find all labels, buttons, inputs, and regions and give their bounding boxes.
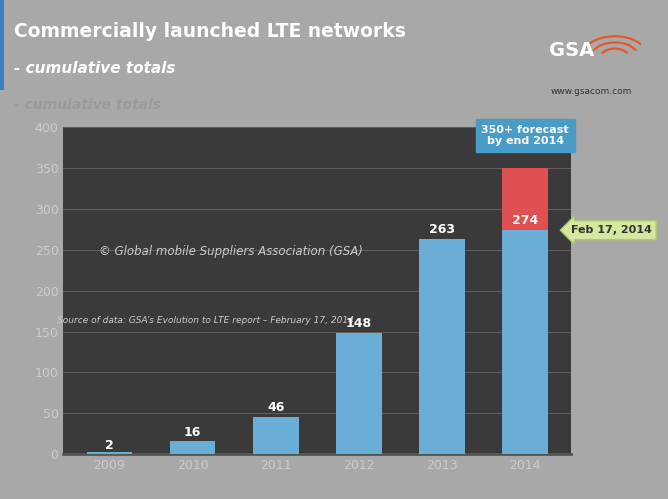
Text: 46: 46 (267, 401, 285, 414)
Bar (253, 417, 299, 454)
Bar (419, 239, 465, 454)
Text: 274: 274 (512, 214, 538, 227)
Bar (502, 168, 548, 230)
Bar (336, 333, 381, 454)
Text: © Global mobile Suppliers Association (GSA): © Global mobile Suppliers Association (G… (99, 245, 363, 258)
Text: 16: 16 (184, 426, 201, 440)
Bar (502, 230, 548, 454)
Text: Commercially launched LTE networks: Commercially launched LTE networks (15, 22, 406, 41)
Bar (87, 453, 132, 454)
Text: - cumulative totals: - cumulative totals (15, 98, 162, 112)
Text: www.gsacom.com: www.gsacom.com (550, 87, 632, 96)
Text: Feb 17, 2014: Feb 17, 2014 (571, 225, 652, 235)
Text: GSA: GSA (549, 41, 594, 60)
Bar (170, 441, 216, 454)
Text: 2: 2 (105, 439, 114, 452)
Text: Source of data: GSA’s Evolution to LTE report – February 17, 2014: Source of data: GSA’s Evolution to LTE r… (57, 315, 354, 324)
Text: 148: 148 (346, 317, 372, 330)
Text: 350+ forecast
by end 2014: 350+ forecast by end 2014 (482, 125, 569, 146)
Text: 263: 263 (429, 223, 455, 236)
Text: - cumulative totals: - cumulative totals (15, 61, 176, 76)
